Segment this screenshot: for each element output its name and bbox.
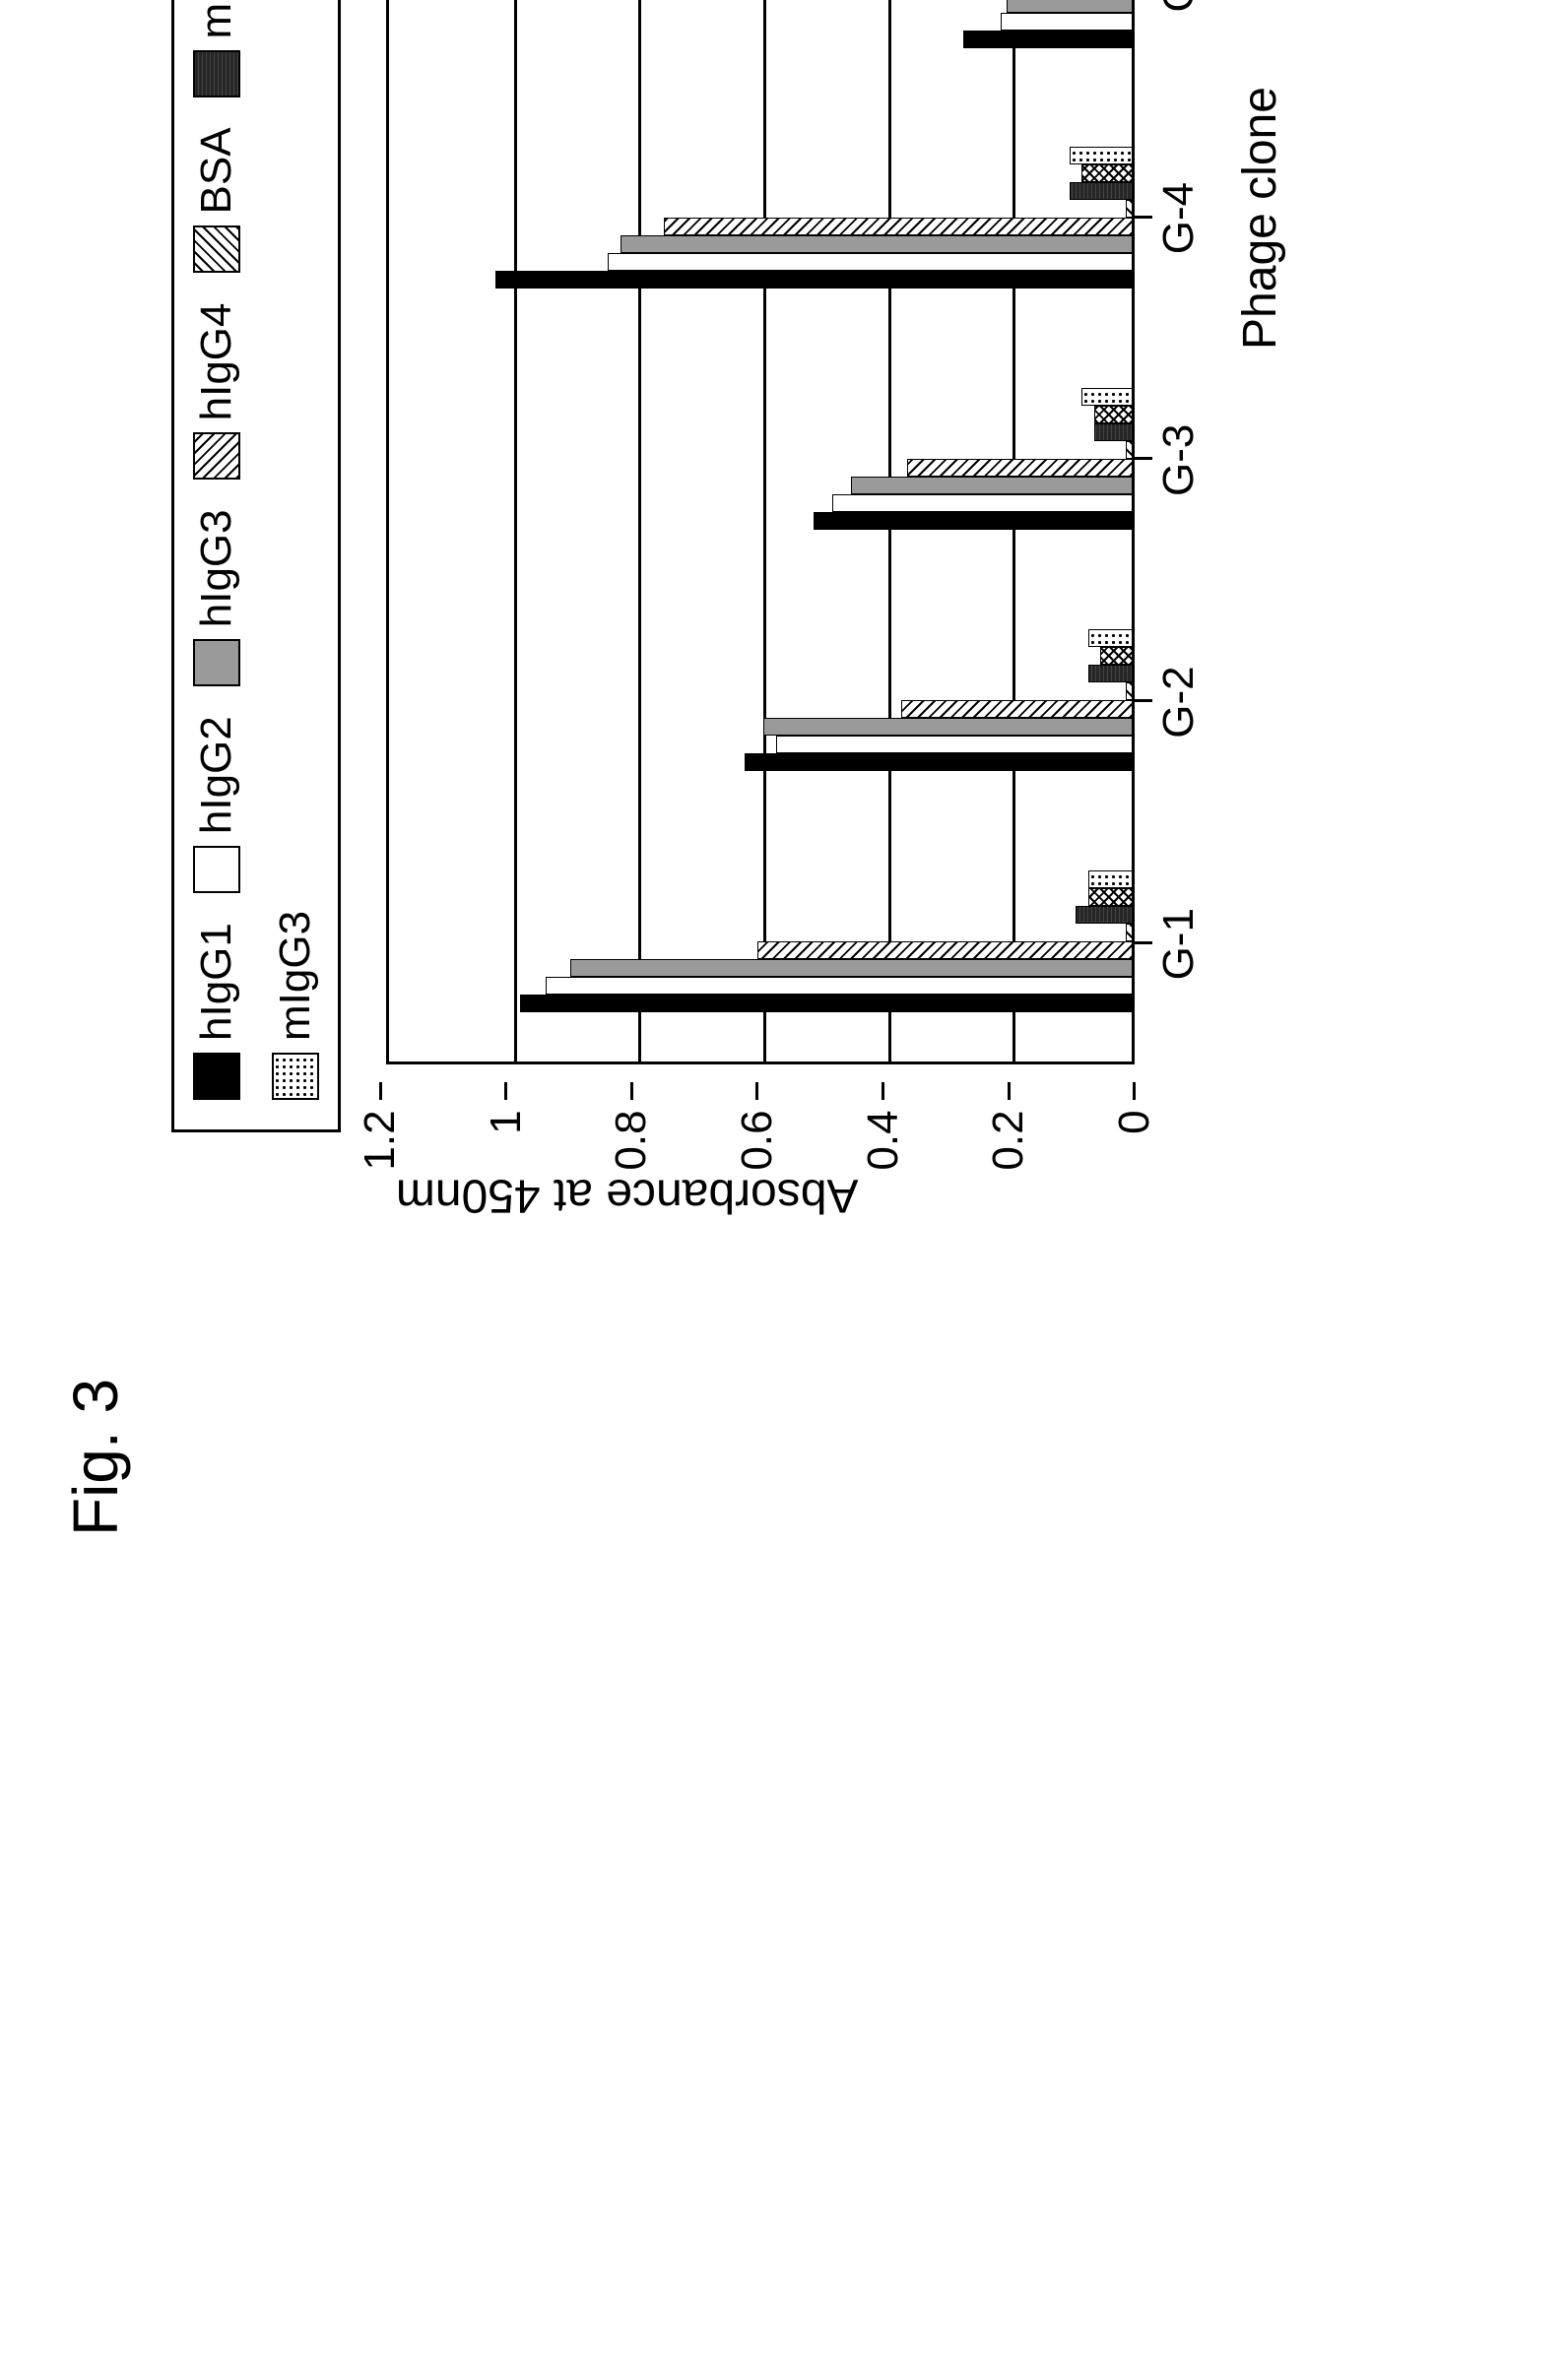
legend-swatch — [193, 432, 240, 480]
legend-label: BSA — [192, 127, 241, 214]
bar — [1076, 906, 1132, 924]
plot-area — [386, 0, 1135, 1064]
bar — [495, 271, 1132, 289]
y-axis-ticks: 1.210.80.60.40.20 — [380, 1064, 1135, 1170]
legend-label: mIgG3 — [271, 911, 320, 1041]
legend-label: hIgG3 — [192, 509, 241, 627]
bar — [757, 941, 1132, 959]
bars — [389, 147, 1132, 289]
x-tick-label: G-1 — [1154, 823, 1204, 1065]
bar — [832, 494, 1132, 512]
bar — [851, 477, 1132, 494]
chart-legend: hIgG1hIgG2hIgG3hIgG4BSAmIgG1mIgG2bmIgG3 — [171, 0, 341, 1132]
y-tick-label: 1 — [482, 1110, 531, 1133]
bar — [1126, 924, 1132, 941]
bar — [1100, 647, 1132, 665]
bar — [1070, 182, 1132, 200]
legend-swatch — [193, 226, 240, 274]
bar — [814, 512, 1132, 530]
bar — [1001, 13, 1132, 31]
x-tick-label: G-2 — [1154, 581, 1204, 823]
bar — [520, 995, 1132, 1012]
bar — [1081, 388, 1132, 406]
bar-group — [389, 821, 1132, 1062]
x-axis-ticks: G-1G-2G-3G-4G-5G-6Wild type — [1154, 0, 1204, 1065]
bar — [608, 253, 1132, 271]
legend-swatch — [193, 50, 240, 97]
x-axis-column: G-1G-2G-3G-4G-5G-6Wild type Phage clone — [1135, 0, 1287, 1065]
legend-label: mIgG1 — [192, 0, 241, 38]
page-rotated: Fig. 3 hIgG1hIgG2hIgG3hIgG4BSAmIgG1mIgG2… — [59, 0, 1536, 1576]
bar — [546, 977, 1132, 995]
bar — [570, 959, 1132, 977]
plot-row: 1.210.80.60.40.20 — [380, 0, 1135, 1171]
x-tick-label: G-4 — [1154, 97, 1204, 340]
bar — [745, 753, 1132, 771]
bars — [389, 870, 1132, 1012]
y-tick-label: 0.2 — [984, 1110, 1033, 1170]
legend-swatch — [272, 1053, 319, 1100]
bar — [901, 700, 1132, 718]
x-tick-label: G-3 — [1154, 339, 1204, 581]
spacer — [1135, 1065, 1287, 1171]
bar — [1088, 888, 1132, 906]
bar — [1094, 406, 1132, 423]
bars — [389, 0, 1132, 48]
legend-label: hIgG2 — [192, 716, 241, 834]
plot-column: 1.210.80.60.40.20 G-1G-2G-3G-4G-5G-6Wild… — [380, 0, 1287, 1171]
legend-swatch — [193, 1053, 240, 1100]
legend-item: hIgG3 — [192, 509, 241, 686]
bar-group — [389, 0, 1132, 97]
bar — [1094, 423, 1132, 441]
bar — [763, 718, 1132, 736]
legend-item: hIgG1 — [192, 923, 241, 1100]
bar — [1088, 665, 1132, 682]
x-axis-row: G-1G-2G-3G-4G-5G-6Wild type Phage clone — [1135, 0, 1287, 1171]
bar — [1088, 629, 1132, 647]
legend-swatch — [193, 639, 240, 686]
legend-item: hIgG4 — [192, 303, 241, 481]
bar — [963, 31, 1132, 48]
legend-item: mIgG1 — [192, 0, 241, 97]
bar — [1126, 682, 1132, 700]
bar — [1070, 147, 1132, 164]
bar-group — [389, 339, 1132, 580]
bar-groups — [389, 0, 1132, 1061]
bar — [1126, 200, 1132, 218]
bar — [664, 218, 1132, 235]
bar — [1081, 164, 1132, 182]
legend-swatch — [193, 846, 240, 893]
bars — [389, 629, 1132, 771]
y-tick-label: 0.4 — [859, 1110, 908, 1170]
bar — [1007, 0, 1132, 13]
y-tick-label: 0.6 — [733, 1110, 782, 1170]
chart-content: hIgG1hIgG2hIgG3hIgG4BSAmIgG1mIgG2bmIgG3 … — [171, 0, 1287, 1280]
y-axis-label: Absorbance at 450nm — [810, 1168, 859, 1222]
x-axis-label: Phage clone — [1233, 0, 1287, 1065]
y-tick-label: 1.2 — [356, 1110, 405, 1170]
bars — [389, 388, 1132, 530]
legend-label: hIgG1 — [192, 923, 241, 1041]
bar — [907, 459, 1132, 477]
bar-group — [389, 97, 1132, 339]
figure-label: Fig. 3 — [59, 0, 132, 1536]
bar — [776, 736, 1132, 753]
bar — [1126, 441, 1132, 459]
legend-label: hIgG4 — [192, 303, 241, 421]
x-tick-label: G-5 — [1154, 0, 1204, 97]
bar-group — [389, 580, 1132, 821]
legend-item: mIgG3 — [271, 911, 320, 1100]
legend-item: hIgG2 — [192, 716, 241, 893]
y-tick-label: 0.8 — [607, 1110, 656, 1170]
bar — [1088, 870, 1132, 888]
bar — [621, 235, 1132, 253]
chart-wrap: Absorbance at 450nm 1.210.80.60.40.20 G-… — [380, 0, 1287, 1220]
legend-item: BSA — [192, 127, 241, 273]
